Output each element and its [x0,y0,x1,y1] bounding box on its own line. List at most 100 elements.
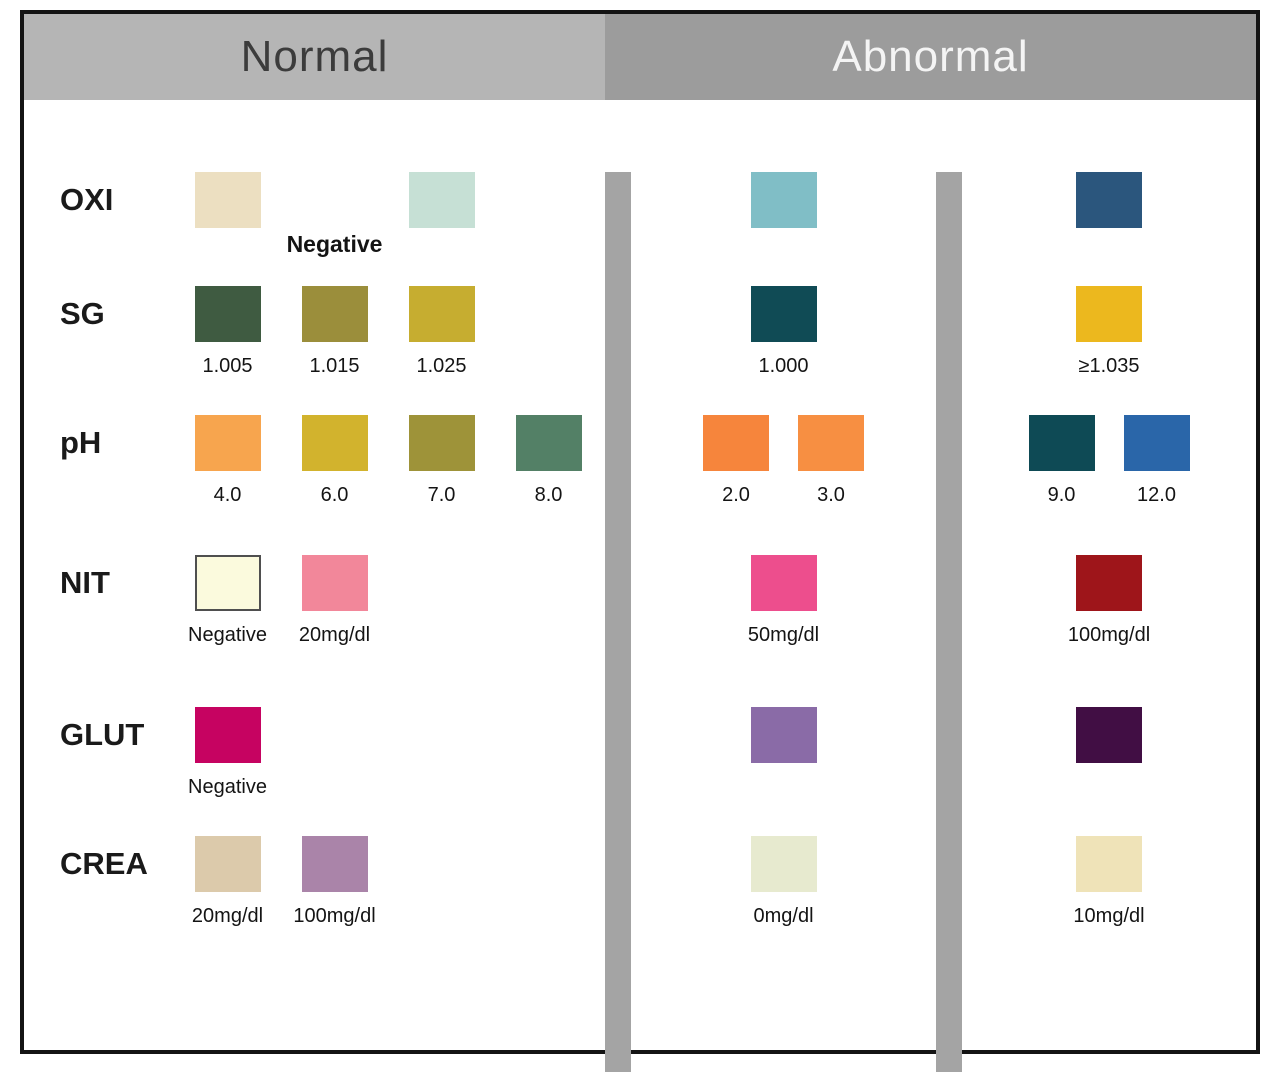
swatch-label: 2.0 [722,484,750,506]
nit-normal-cell: NIT Negative 20mg/dl [24,555,605,647]
slot [736,707,831,799]
slot: 1.025 [388,286,495,378]
row-nit: NIT Negative 20mg/dl 50mg/dl [24,555,1256,647]
crea-normal-slots: 20mg/dl 100mg/dl [174,836,388,928]
sg-normal-slots: 1.005 1.015 1.025 [174,286,495,378]
slot: 12.0 [1109,415,1204,507]
ph-normal-slots: 4.0 6.0 7.0 8.0 [174,415,602,507]
glut-normal-cell: GLUT Negative [24,707,605,799]
row-sg: SG 1.005 1.015 1.025 [24,286,1256,378]
header-abnormal: Abnormal [605,14,1256,100]
row-label-sg: SG [60,296,105,331]
swatch-nit-abnormal-right [1076,555,1142,611]
swatch-crea-abnormal-mid [750,836,817,892]
swatch-nit-normal-2 [301,555,368,611]
oxi-abnormal-mid-cell [631,172,936,258]
row-label-crea: CREA [60,846,148,881]
swatch-sg-abnormal-mid [750,286,817,342]
row-oxi: OXI Negative [24,172,1256,258]
ph-abnormal-right-cell: 9.0 12.0 [962,415,1256,507]
swatch-ph-abnormal-right-1 [1028,415,1095,471]
swatch-label: 1.005 [202,355,253,377]
slot: Negative [174,707,281,799]
swatch-glut-abnormal-right [1076,707,1142,763]
slot: 20mg/dl [281,555,388,647]
swatch-label: Negative [188,776,267,798]
swatch-ph-abnormal-right-2 [1123,415,1190,471]
slot: 100mg/dl [1062,555,1157,647]
swatch-ph-normal-1 [194,415,261,471]
swatch-ph-normal-4 [515,415,582,471]
slot: 2.0 [689,415,784,507]
chart-body: OXI Negative [24,172,1256,1072]
crea-abnormal-right-cell: 10mg/dl [962,836,1256,928]
slot: ≥1.035 [1062,286,1157,378]
nit-normal-slots: Negative 20mg/dl [174,555,388,647]
swatch-crea-abnormal-right [1076,836,1142,892]
slot: 1.005 [174,286,281,378]
swatch-oxi-normal-1 [194,172,261,228]
sg-abnormal-right-cell: ≥1.035 [962,286,1256,378]
slot: 9.0 [1014,415,1109,507]
column-divider-2 [936,172,962,1072]
swatch-sg-normal-2 [301,286,368,342]
ph-abnormal-mid-cell: 2.0 3.0 [631,415,936,507]
swatch-label: 50mg/dl [747,624,820,646]
swatch-nit-abnormal-mid [750,555,817,611]
slot [174,172,281,258]
swatch-label: 8.0 [534,484,563,506]
swatch-oxi-abnormal-right [1076,172,1142,228]
swatch-label: 4.0 [213,484,242,506]
swatch-crea-normal-2 [301,836,368,892]
slot: 7.0 [388,415,495,507]
swatch-nit-normal-1 [194,555,261,611]
slot: Negative [281,172,388,258]
swatch-ph-abnormal-mid-1 [703,415,769,471]
slot: 0mg/dl [736,836,831,928]
sg-normal-cell: SG 1.005 1.015 1.025 [24,286,605,378]
swatch-label: Negative [286,231,383,257]
slot: 4.0 [174,415,281,507]
slot: 10mg/dl [1062,836,1157,928]
slot: 6.0 [281,415,388,507]
row-ph: pH 4.0 6.0 7.0 [24,415,1256,507]
swatch-sg-normal-3 [408,286,475,342]
swatch-glut-abnormal-mid [750,707,817,763]
slot [736,172,831,258]
sg-abnormal-mid-cell: 1.000 [631,286,936,378]
swatch-label: 10mg/dl [1073,905,1145,927]
swatch-label: 1.000 [758,355,809,377]
swatch-label: 0mg/dl [753,905,814,927]
column-divider-1 [605,172,631,1072]
swatch-label: 1.025 [416,355,467,377]
swatch-label: 100mg/dl [1067,624,1151,646]
swatch-label: 9.0 [1047,484,1076,506]
slot: 100mg/dl [281,836,388,928]
swatch-oxi-normal-2 [408,172,475,228]
swatch-oxi-abnormal-mid [750,172,817,228]
glut-normal-slots: Negative [174,707,281,799]
swatch-label: 100mg/dl [293,905,376,927]
slot: 50mg/dl [736,555,831,647]
slot [388,172,495,258]
swatch-ph-abnormal-mid-2 [798,415,864,471]
row-crea: CREA 20mg/dl 100mg/dl 0mg/dl [24,836,1256,928]
row-label-glut: GLUT [60,717,145,752]
swatch-label: Negative [188,624,267,646]
swatch-crea-normal-1 [194,836,261,892]
slot: 20mg/dl [174,836,281,928]
swatch-label: 20mg/dl [191,905,264,927]
oxi-abnormal-right-cell [962,172,1256,258]
swatch-label: 12.0 [1137,484,1176,506]
swatch-sg-abnormal-right [1076,286,1142,342]
swatch-label: 3.0 [817,484,845,506]
swatch-label: ≥1.035 [1078,355,1140,377]
nit-abnormal-right-cell: 100mg/dl [962,555,1256,647]
nit-abnormal-mid-cell: 50mg/dl [631,555,936,647]
slot: 1.000 [736,286,831,378]
swatch-label: 20mg/dl [298,624,371,646]
header-normal: Normal [24,14,605,100]
glut-abnormal-mid-cell [631,707,936,799]
swatch-label: 1.015 [309,355,360,377]
row-label-oxi: OXI [60,182,114,217]
